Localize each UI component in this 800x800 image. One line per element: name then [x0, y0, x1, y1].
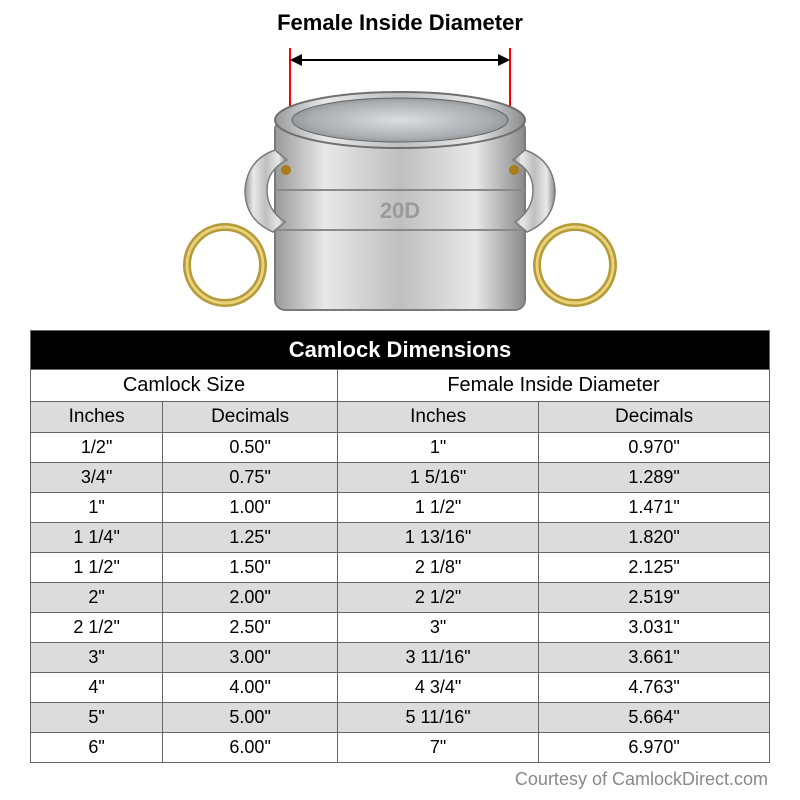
table-cell: 4.763": [539, 673, 770, 703]
table-cell: 1 1/2": [31, 553, 163, 583]
table-cell: 1.50": [163, 553, 338, 583]
col-decimals-1: Decimals: [163, 402, 338, 433]
table-cell: 1 5/16": [337, 463, 538, 493]
table-cell: 1.00": [163, 493, 338, 523]
arrow-left-head: [290, 54, 302, 66]
camlock-diagram: 20D: [0, 40, 800, 320]
table-cell: 2.50": [163, 613, 338, 643]
table-row: 5"5.00"5 11/16"5.664": [31, 703, 770, 733]
table-cell: 1.289": [539, 463, 770, 493]
table-cell: 1 1/4": [31, 523, 163, 553]
table-cell: 6.00": [163, 733, 338, 763]
table-cell: 1 1/2": [337, 493, 538, 523]
table-cell: 2 1/2": [337, 583, 538, 613]
table-cell: 1/2": [31, 433, 163, 463]
cam-pin-left: [281, 165, 291, 175]
dimensions-table: Camlock Dimensions Camlock Size Female I…: [30, 330, 770, 763]
arrow-right-head: [498, 54, 510, 66]
table-row: 1"1.00"1 1/2"1.471": [31, 493, 770, 523]
table-cell: 5.00": [163, 703, 338, 733]
table-cell: 3.661": [539, 643, 770, 673]
table-row: 2"2.00"2 1/2"2.519": [31, 583, 770, 613]
table-cell: 0.75": [163, 463, 338, 493]
table-row: 1 1/2"1.50"2 1/8"2.125": [31, 553, 770, 583]
pull-ring-left-highlight: [187, 227, 263, 303]
table-row: 4"4.00"4 3/4"4.763": [31, 673, 770, 703]
cam-pin-right: [509, 165, 519, 175]
table-cell: 1": [337, 433, 538, 463]
coupling-bore: [292, 98, 508, 142]
group-header-size: Camlock Size: [31, 370, 338, 402]
table-cell: 3": [337, 613, 538, 643]
table-cell: 6": [31, 733, 163, 763]
table-row: 1/2"0.50"1"0.970": [31, 433, 770, 463]
table-cell: 1 13/16": [337, 523, 538, 553]
credit-text: Courtesy of CamlockDirect.com: [515, 769, 768, 790]
table-cell: 4": [31, 673, 163, 703]
table-cell: 3 11/16": [337, 643, 538, 673]
group-header-diameter: Female Inside Diameter: [337, 370, 769, 402]
table-row: 1 1/4"1.25"1 13/16"1.820": [31, 523, 770, 553]
table-cell: 4.00": [163, 673, 338, 703]
table-cell: 5.664": [539, 703, 770, 733]
table-row: 6"6.00"7"6.970": [31, 733, 770, 763]
table-cell: 1.471": [539, 493, 770, 523]
table-cell: 2 1/2": [31, 613, 163, 643]
coupling-watermark: 20D: [380, 198, 420, 223]
table-cell: 5": [31, 703, 163, 733]
table-cell: 4 3/4": [337, 673, 538, 703]
diagram-label: Female Inside Diameter: [0, 10, 800, 36]
col-inches-1: Inches: [31, 402, 163, 433]
table-head-row: Inches Decimals Inches Decimals: [31, 402, 770, 433]
pull-ring-right-highlight: [537, 227, 613, 303]
table-cell: 2 1/8": [337, 553, 538, 583]
table-cell: 1.25": [163, 523, 338, 553]
table-cell: 6.970": [539, 733, 770, 763]
table-cell: 1": [31, 493, 163, 523]
table-cell: 2.519": [539, 583, 770, 613]
table-cell: 3/4": [31, 463, 163, 493]
table-cell: 5 11/16": [337, 703, 538, 733]
page: Female Inside Diameter: [0, 0, 800, 800]
table-row: 3"3.00"3 11/16"3.661": [31, 643, 770, 673]
table-cell: 1.820": [539, 523, 770, 553]
table-cell: 0.50": [163, 433, 338, 463]
table-title: Camlock Dimensions: [31, 331, 770, 370]
dimensions-table-wrap: Camlock Dimensions Camlock Size Female I…: [30, 330, 770, 763]
table-cell: 2": [31, 583, 163, 613]
table-cell: 3.031": [539, 613, 770, 643]
table-group-row: Camlock Size Female Inside Diameter: [31, 370, 770, 402]
table-row: 2 1/2"2.50"3"3.031": [31, 613, 770, 643]
table-cell: 2.125": [539, 553, 770, 583]
table-cell: 3": [31, 643, 163, 673]
col-decimals-2: Decimals: [539, 402, 770, 433]
col-inches-2: Inches: [337, 402, 538, 433]
table-cell: 0.970": [539, 433, 770, 463]
table-row: 3/4"0.75"1 5/16"1.289": [31, 463, 770, 493]
table-cell: 7": [337, 733, 538, 763]
table-cell: 3.00": [163, 643, 338, 673]
table-title-row: Camlock Dimensions: [31, 331, 770, 370]
table-body: 1/2"0.50"1"0.970"3/4"0.75"1 5/16"1.289"1…: [31, 433, 770, 763]
table-cell: 2.00": [163, 583, 338, 613]
